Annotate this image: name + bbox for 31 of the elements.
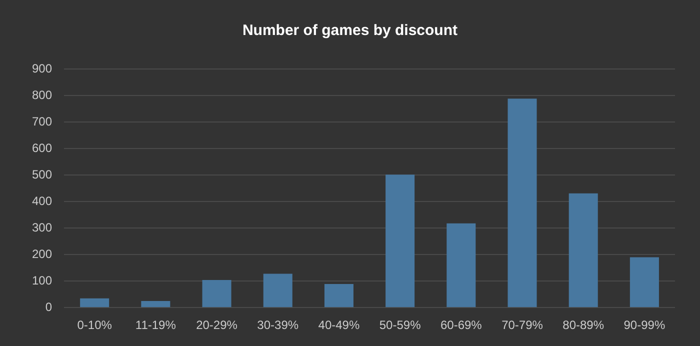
x-tick-label: 0-10% (77, 318, 112, 332)
bar (263, 274, 292, 308)
bar (568, 193, 598, 308)
y-tick-label: 100 (32, 273, 52, 288)
x-tick-label: 50-59% (379, 318, 422, 332)
bar (508, 98, 537, 308)
x-tick-label: 30-39% (257, 318, 299, 332)
y-tick-label: 300 (32, 220, 52, 234)
x-tick-label: 90-99% (624, 318, 666, 332)
x-tick-label: 11-19% (135, 318, 176, 332)
bar (386, 174, 415, 308)
bar (324, 284, 354, 308)
bar (80, 298, 110, 308)
chart-title: Number of games by discount (241, 22, 459, 39)
y-tick-label: 0 (45, 300, 52, 314)
x-tick-label: 20-29% (196, 318, 238, 332)
x-tick-label: 80-89% (562, 318, 604, 332)
y-tick-label: 400 (32, 194, 52, 208)
x-tick-label: 40-49% (318, 318, 360, 332)
y-tick-label: 700 (32, 114, 52, 128)
y-tick-label: 900 (32, 62, 52, 76)
x-tick-label: 60-69% (440, 318, 482, 332)
bar (630, 257, 659, 308)
bar (141, 300, 170, 308)
x-tick-label: 70-79% (502, 318, 544, 332)
y-tick-label: 600 (32, 140, 52, 155)
bar (446, 223, 476, 308)
y-tick-label: 500 (32, 167, 52, 182)
y-tick-label: 800 (32, 88, 52, 102)
y-tick-label: 200 (32, 246, 52, 261)
bar (202, 280, 232, 308)
